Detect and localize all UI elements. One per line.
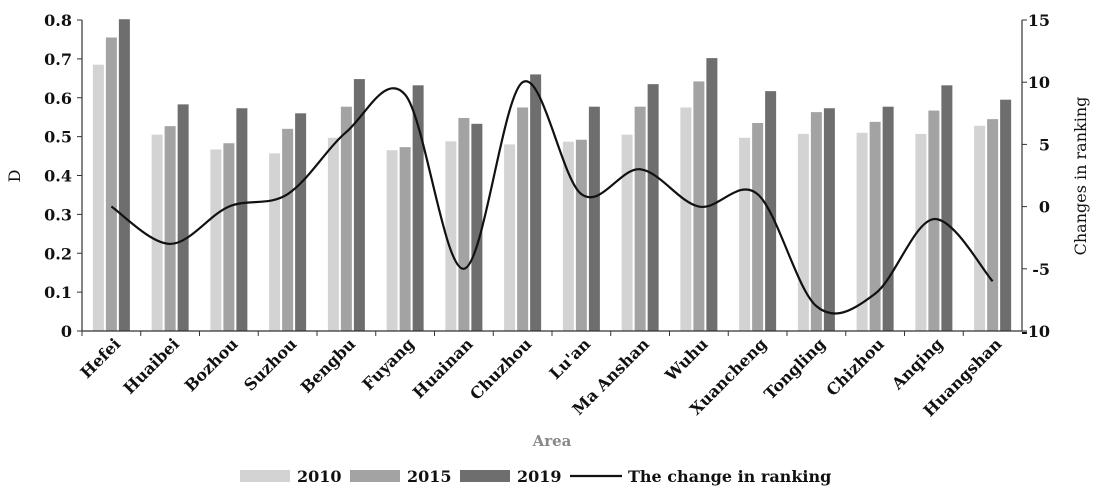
legend-label-2010: 2010 [297, 467, 342, 486]
y-tick-label: 0.1 [44, 283, 72, 302]
bar-2010-huaibei [151, 134, 163, 331]
x-tick-label: Hefei [77, 334, 125, 382]
x-tick-label: Tongling [760, 334, 829, 403]
y2-axis-ticks: -10 -5 0 5 10 15 [1021, 11, 1050, 341]
y-axis-title: D [5, 170, 24, 183]
bar-2019-ma-anshan [647, 84, 659, 331]
y-tick-label: 0.3 [44, 205, 72, 224]
y2-tick-label: 5 [1039, 135, 1050, 154]
y2-tick-label: 10 [1028, 73, 1050, 92]
bar-2019-suzhou [295, 113, 307, 331]
legend-swatch-2019 [460, 470, 510, 482]
x-tick-label: Chizhou [823, 334, 889, 400]
bar-2015-hefei [105, 37, 117, 332]
bar-2019-huaibei [177, 104, 189, 331]
y2-tick-label: -5 [1032, 260, 1050, 279]
bar-2015-huainan [458, 117, 470, 332]
bar-2010-suzhou [269, 153, 281, 331]
y2-tick-label: 0 [1039, 198, 1050, 217]
bar-2019-huangshan [1000, 99, 1012, 331]
x-tick-label: Wuhu [661, 334, 712, 385]
bar-2010-tongling [797, 133, 809, 331]
bar-2019-bozhou [236, 108, 248, 331]
legend: 2010 2015 2019 The change in ranking [240, 467, 831, 486]
bar-2015-lu-an [575, 139, 587, 331]
bar-2015-ma-anshan [634, 106, 646, 331]
bar-2019-chizhou [882, 106, 894, 331]
y-tick-label: 0.4 [44, 167, 72, 186]
y2-tick-label: 15 [1028, 11, 1050, 30]
legend-swatch-2010 [240, 470, 290, 482]
bar-2010-chizhou [856, 132, 868, 331]
y2-axis-title: Changes in ranking [1071, 97, 1090, 256]
x-tick-label: Huaibei [120, 334, 183, 397]
bar-2010-bozhou [210, 149, 222, 331]
bar-2010-wuhu [680, 107, 692, 331]
bar-2010-huangshan [974, 125, 986, 332]
ranking-change-line [110, 80, 994, 315]
bar-2010-fuyang [386, 150, 398, 331]
bar-2010-lu-an [562, 141, 574, 331]
bar-2019-fuyang [412, 85, 424, 331]
bar-2015-anqing [928, 110, 940, 331]
y2-tick-label: -10 [1021, 322, 1050, 341]
legend-swatch-2015 [350, 470, 400, 482]
y-axis-ticks: 0 0.1 0.2 0.3 0.4 0.5 0.6 0.7 0.8 [44, 11, 82, 341]
bar-2019-huainan [471, 123, 483, 331]
x-axis-title: Area [532, 432, 572, 450]
x-tick-label: Anqing [887, 334, 946, 393]
bar-2010-xuancheng [739, 137, 751, 331]
y-tick-label: 0.8 [44, 11, 72, 30]
x-tick-label: Lu'an [546, 334, 595, 383]
legend-label-2019: 2019 [517, 467, 562, 486]
bar-2010-huainan [445, 141, 457, 331]
bar-2019-hefei [118, 19, 130, 331]
bar-2019-tongling [823, 108, 835, 331]
bar-2019-chuzhou [530, 74, 542, 332]
bar-2015-bozhou [223, 143, 235, 331]
bar-2015-huaibei [164, 126, 176, 331]
bar-2015-xuancheng [752, 123, 764, 332]
bar-2019-bengbu [353, 79, 365, 331]
y-tick-label: 0.5 [44, 128, 72, 147]
bar-group [92, 19, 1012, 332]
bar-2019-wuhu [706, 58, 718, 331]
x-tick-label: Chuzhou [466, 334, 536, 404]
bar-2010-anqing [915, 133, 927, 331]
y-tick-label: 0.6 [44, 89, 72, 108]
y-tick-label: 0.2 [44, 244, 72, 263]
bar-2015-fuyang [399, 147, 411, 331]
x-tick-label: Bengbu [297, 334, 360, 397]
x-tick-label: Fuyang [358, 334, 418, 394]
y-tick-label: 0 [61, 322, 72, 341]
bar-2015-tongling [810, 112, 822, 331]
bar-2019-anqing [941, 85, 953, 331]
bar-2015-chizhou [869, 121, 881, 331]
x-tick-label: Bozhou [181, 334, 242, 395]
bar-2015-bengbu [340, 106, 352, 331]
bar-2015-huangshan [987, 119, 999, 331]
bar-2010-bengbu [327, 137, 339, 331]
bar-2010-chuzhou [504, 144, 516, 331]
bar-2010-ma-anshan [621, 134, 633, 331]
y-tick-label: 0.7 [44, 50, 72, 69]
legend-label-2015: 2015 [407, 467, 452, 486]
bar-2015-suzhou [282, 128, 294, 331]
axes [81, 20, 1023, 332]
legend-label-ranking: The change in ranking [628, 467, 831, 486]
x-tick-label: Suzhou [240, 334, 301, 395]
bar-2019-lu-an [588, 106, 600, 331]
bar-2015-chuzhou [517, 107, 529, 331]
bar-2010-hefei [92, 64, 104, 332]
